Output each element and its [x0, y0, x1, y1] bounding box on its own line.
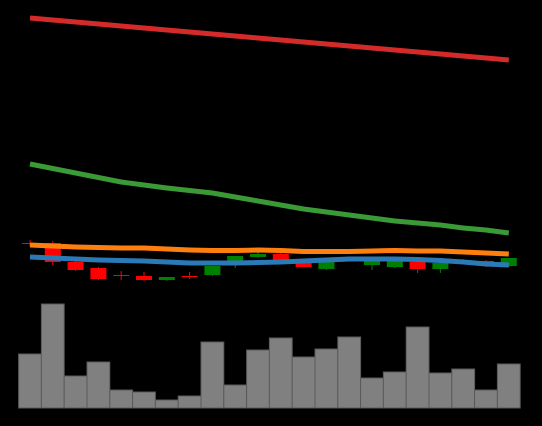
candle-body [136, 276, 152, 280]
volume-bar [18, 353, 42, 409]
candle-body [272, 254, 289, 261]
candle-body [90, 268, 107, 279]
candle-body [227, 256, 244, 264]
candle-body [409, 262, 426, 269]
volume-bar [360, 377, 384, 409]
candle-body [181, 276, 198, 277]
volume-bar [428, 372, 453, 409]
average-line [29, 161, 510, 236]
candle-body [250, 254, 266, 257]
volume-bar [63, 375, 88, 409]
volume-bar [291, 356, 316, 409]
volume-bar [496, 363, 521, 409]
volume-bar [40, 303, 65, 409]
volume-bar [268, 337, 293, 409]
candle-body [364, 260, 380, 265]
average-line [29, 254, 509, 268]
volume-bar [132, 391, 156, 409]
volume-bar [337, 336, 362, 409]
volume-bar [246, 349, 270, 409]
candle-body [295, 263, 312, 267]
average-line [29, 242, 509, 257]
volume-bar [109, 389, 134, 409]
volume-bar [177, 395, 202, 409]
volume-bar [154, 399, 179, 409]
candle-body [432, 263, 449, 269]
volume-bar [382, 371, 407, 409]
volume-bar [405, 326, 430, 409]
candle-body [22, 243, 38, 244]
candle-body [318, 262, 335, 269]
volume-bar [314, 348, 339, 409]
candle-body [500, 258, 517, 266]
volume-bar [451, 368, 476, 409]
volume-bar [200, 341, 225, 409]
volume-bar [474, 389, 498, 409]
candle-body [67, 262, 84, 270]
candle-body [204, 266, 221, 275]
candle-body [386, 261, 403, 267]
candle-body [113, 275, 130, 276]
average-line [29, 15, 510, 63]
volume-bar [86, 361, 111, 409]
volume-bar [223, 384, 248, 409]
candle-body [158, 277, 175, 280]
